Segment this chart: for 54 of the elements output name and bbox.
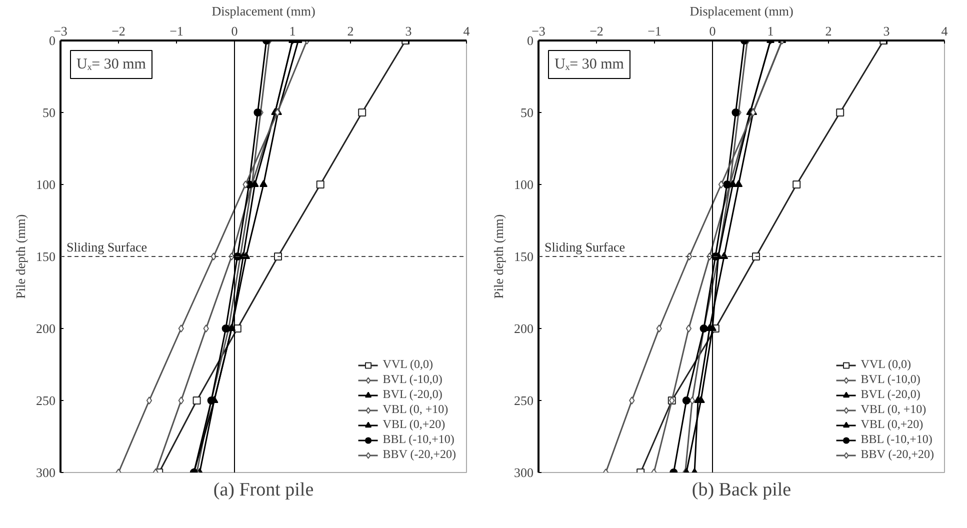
x-axis-title: Displacement (mm) xyxy=(212,4,316,18)
x-tick-label: −3 xyxy=(532,24,546,38)
y-axis-title: Pile depth (mm) xyxy=(13,214,28,299)
x-tick-label: 3 xyxy=(405,24,412,38)
x-tick-label: 1 xyxy=(767,24,774,38)
y-axis-title: Pile depth (mm) xyxy=(491,214,506,299)
legend-label: VBL (0, +10) xyxy=(382,402,448,417)
x-tick-label: 4 xyxy=(941,24,948,38)
x-tick-label: −3 xyxy=(54,24,68,38)
ref-line-label: Sliding Surface xyxy=(66,240,148,254)
x-tick-label: 0 xyxy=(709,24,716,38)
x-tick-label: −2 xyxy=(590,24,604,38)
x-tick-label: 3 xyxy=(883,24,890,38)
ref-line-label: Sliding Surface xyxy=(544,240,626,254)
x-tick-label: −1 xyxy=(648,24,662,38)
y-tick-label: 150 xyxy=(514,249,534,264)
x-tick-label: 1 xyxy=(289,24,296,38)
legend-label: VVL (0,0) xyxy=(382,357,433,372)
x-tick-label: 0 xyxy=(231,24,238,38)
x-tick-label: −1 xyxy=(170,24,184,38)
legend-label: VBL (0,+20) xyxy=(860,417,924,432)
y-tick-label: 50 xyxy=(520,105,534,120)
legend-label: VVL (0,0) xyxy=(860,357,911,372)
y-tick-label: 150 xyxy=(36,249,56,264)
y-tick-label: 0 xyxy=(527,33,534,48)
x-tick-label: 2 xyxy=(825,24,832,38)
x-tick-label: 4 xyxy=(463,24,470,38)
legend-label: BVL (-10,0) xyxy=(382,372,442,387)
x-axis-title: Displacement (mm) xyxy=(690,4,794,18)
legend-label: BVL (-10,0) xyxy=(860,372,920,387)
legend-label: BBV (-20,+20) xyxy=(860,447,934,462)
annotation: Uₓ= 30 mm xyxy=(554,56,624,72)
annotation: Uₓ= 30 mm xyxy=(76,56,146,72)
x-tick-label: 2 xyxy=(347,24,354,38)
y-tick-label: 250 xyxy=(36,393,56,408)
legend-label: BVL (-20,0) xyxy=(382,387,442,402)
y-tick-label: 200 xyxy=(514,321,534,336)
y-tick-label: 100 xyxy=(36,177,56,192)
legend-label: VBL (0,+20) xyxy=(382,417,446,432)
y-tick-label: 300 xyxy=(514,465,534,480)
y-tick-label: 100 xyxy=(514,177,534,192)
y-tick-label: 200 xyxy=(36,321,56,336)
y-tick-label: 50 xyxy=(42,105,56,120)
y-tick-label: 250 xyxy=(514,393,534,408)
y-tick-label: 300 xyxy=(36,465,56,480)
text: (a) Front pile xyxy=(213,480,314,500)
legend-label: BBL (-10,+10) xyxy=(860,432,932,447)
y-tick-label: 0 xyxy=(49,33,56,48)
x-tick-label: −2 xyxy=(112,24,126,38)
legend-label: VBL (0, +10) xyxy=(860,402,926,417)
text: (b) Back pile xyxy=(692,480,792,500)
legend-label: BBL (-10,+10) xyxy=(382,432,454,447)
legend-label: BBV (-20,+20) xyxy=(382,447,456,462)
legend-label: BVL (-20,0) xyxy=(860,387,920,402)
